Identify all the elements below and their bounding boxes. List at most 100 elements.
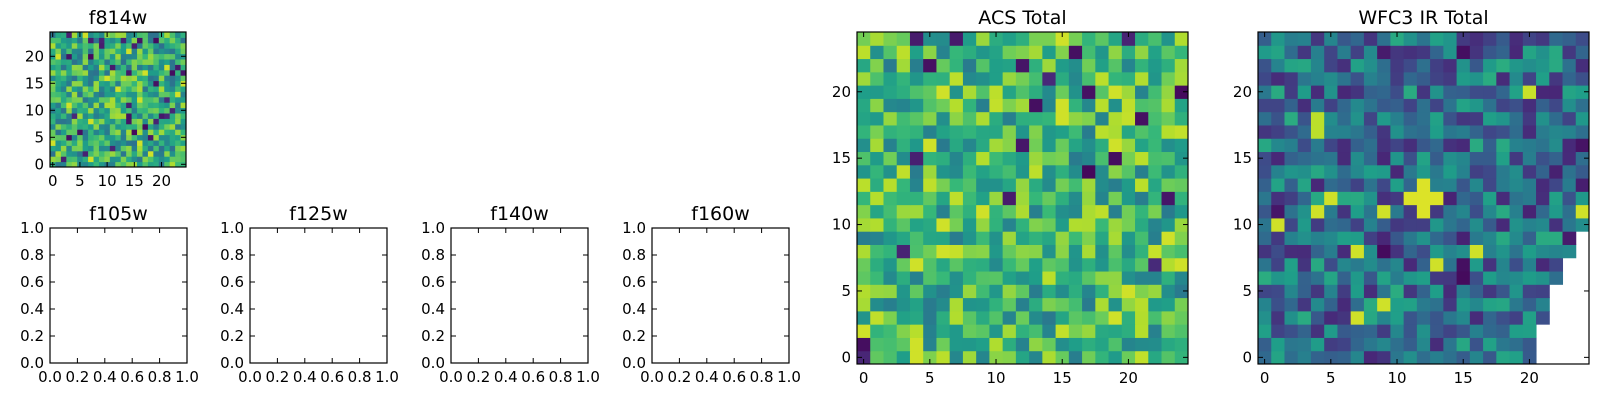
heatmap-cell	[909, 178, 924, 192]
heatmap-cell	[180, 37, 187, 44]
x-tick-label: 20	[1520, 369, 1539, 387]
heatmap-cell	[857, 310, 871, 325]
heatmap-cell	[98, 113, 105, 119]
heatmap-cell	[1055, 204, 1070, 219]
heatmap-cell	[104, 129, 111, 136]
x-tick-label: 0.4	[293, 368, 317, 386]
heatmap-cell	[1284, 271, 1299, 285]
heatmap-cell	[1416, 178, 1431, 192]
heatmap-cell	[1271, 204, 1285, 219]
heatmap-cell	[989, 191, 1004, 206]
heatmap-cell	[1029, 244, 1043, 259]
heatmap-cell	[1310, 138, 1325, 153]
heatmap-cell	[66, 118, 73, 125]
heatmap-cell	[169, 107, 176, 114]
heatmap-cell	[126, 129, 133, 136]
heatmap-cell	[1469, 271, 1484, 285]
heatmap-cell	[1403, 58, 1418, 73]
heatmap-cell	[93, 53, 100, 60]
heatmap-cell	[883, 271, 898, 285]
y-tick-label: 0.2	[622, 327, 646, 345]
heatmap-cell	[1082, 204, 1096, 219]
heatmap-cell	[98, 53, 105, 60]
heatmap-cell	[1271, 337, 1285, 352]
heatmap-cell	[109, 69, 116, 76]
heatmap-cell	[962, 151, 977, 166]
heatmap-cell	[1042, 244, 1057, 259]
heatmap-cell	[1002, 178, 1017, 192]
heatmap-cell	[137, 140, 143, 146]
heatmap-cell	[93, 129, 100, 136]
heatmap-cell	[1174, 231, 1189, 245]
heatmap-cell	[1082, 138, 1096, 153]
heatmap-cell	[1430, 217, 1444, 232]
heatmap-cell	[1522, 284, 1537, 299]
heatmap-cell	[169, 48, 176, 55]
heatmap-cell	[104, 96, 111, 103]
heatmap-cell	[1324, 217, 1338, 232]
heatmap-cell	[60, 129, 67, 136]
heatmap-cell	[1509, 217, 1524, 232]
x-tick-label: 1.0	[375, 368, 399, 386]
heatmap-cell	[1469, 124, 1484, 139]
heatmap-cell	[1297, 45, 1312, 60]
heatmap-cells	[857, 32, 1189, 365]
heatmap-cell	[77, 156, 84, 163]
heatmap-cell	[82, 42, 89, 49]
heatmap-cell	[93, 59, 100, 65]
heatmap-cell	[1095, 324, 1110, 338]
heatmap-cell	[1082, 58, 1096, 73]
heatmap-cell	[1377, 310, 1391, 325]
heatmap-cell	[50, 102, 56, 109]
heatmap-cell	[104, 75, 111, 82]
heatmap-cell	[93, 96, 100, 103]
heatmap-cell	[962, 124, 977, 139]
heatmap-cell	[1377, 337, 1391, 352]
heatmap-cell	[1015, 244, 1030, 259]
heatmap-cell	[1430, 71, 1444, 86]
heatmap-cell	[1082, 271, 1096, 285]
heatmap-cells	[1258, 32, 1590, 365]
heatmap-cell	[909, 297, 924, 312]
heatmap-cell	[126, 118, 133, 125]
heatmap-cell	[1029, 151, 1043, 166]
heatmap-cell	[104, 59, 111, 65]
heatmap-cell	[1549, 217, 1564, 232]
heatmap-cell	[857, 284, 871, 299]
heatmap-cell	[1135, 297, 1149, 312]
heatmap-cell	[142, 134, 149, 141]
x-tick-label: 1.0	[175, 368, 199, 386]
heatmap-cell	[989, 217, 1004, 232]
heatmap-cell	[1068, 151, 1083, 166]
heatmap-cell	[1496, 310, 1511, 325]
heatmap-cell	[169, 53, 176, 60]
heatmap-cell	[1121, 85, 1136, 99]
heatmap-cell	[115, 102, 122, 109]
heatmap-cell	[1469, 244, 1484, 259]
heatmap-cell	[1174, 71, 1189, 86]
heatmap-cell	[1082, 217, 1096, 232]
heatmap-cell	[989, 85, 1004, 99]
heatmap-cell	[1297, 178, 1312, 192]
heatmap-cell	[1337, 111, 1352, 126]
heatmap-cell	[1324, 257, 1338, 272]
heatmap-cell	[1549, 85, 1564, 99]
heatmap-cell	[1095, 284, 1110, 299]
heatmap-cell	[1509, 151, 1524, 166]
heatmap-cell	[55, 102, 62, 109]
heatmap-cell	[153, 48, 160, 55]
heatmap-cell	[1403, 350, 1418, 365]
heatmap-cell	[989, 271, 1004, 285]
heatmap-cell	[88, 64, 95, 71]
heatmap-cell	[1015, 204, 1030, 219]
heatmap-cell	[1443, 297, 1458, 312]
heatmap-cell	[131, 59, 138, 65]
heatmap-cell	[98, 102, 105, 109]
heatmap-cell	[82, 59, 89, 65]
heatmap-cell	[1297, 98, 1312, 113]
heatmap-cell	[870, 85, 884, 99]
heatmap-cell	[883, 178, 898, 192]
heatmap-cell	[1258, 337, 1272, 352]
heatmap-cell	[1029, 178, 1043, 192]
heatmap-cell	[1015, 324, 1030, 338]
